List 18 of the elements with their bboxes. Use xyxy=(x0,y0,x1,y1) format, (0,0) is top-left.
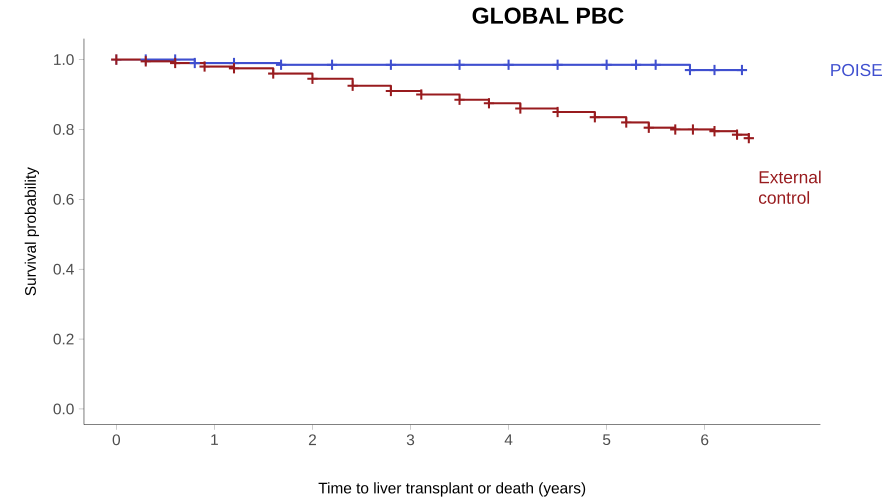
y-tick-label: 0.6 xyxy=(54,194,74,205)
y-tick-label: 0.8 xyxy=(54,124,74,135)
x-tick-label: 3 xyxy=(406,434,414,446)
y-tick-label: 0.0 xyxy=(54,404,74,414)
chart-title: GLOBAL PBC xyxy=(472,8,624,24)
x-tick-label: 2 xyxy=(308,434,316,446)
y-tick-label: 1.0 xyxy=(54,54,74,66)
x-tick-label: 1 xyxy=(211,434,218,445)
series-label: External control xyxy=(758,170,821,204)
text: POISE xyxy=(831,64,882,76)
y-tick-label: 0.2 xyxy=(54,334,74,345)
x-tick-label: 6 xyxy=(701,434,708,446)
x-tick-label: 0 xyxy=(112,434,120,446)
y-tick-label: 0.4 xyxy=(54,264,74,275)
y-axis-title: Survival probability xyxy=(24,167,39,296)
x-axis-title: Time to liver transplant or death (years) xyxy=(318,482,586,497)
x-tick-label: 5 xyxy=(602,434,610,446)
x-tick-label: 4 xyxy=(504,434,512,445)
